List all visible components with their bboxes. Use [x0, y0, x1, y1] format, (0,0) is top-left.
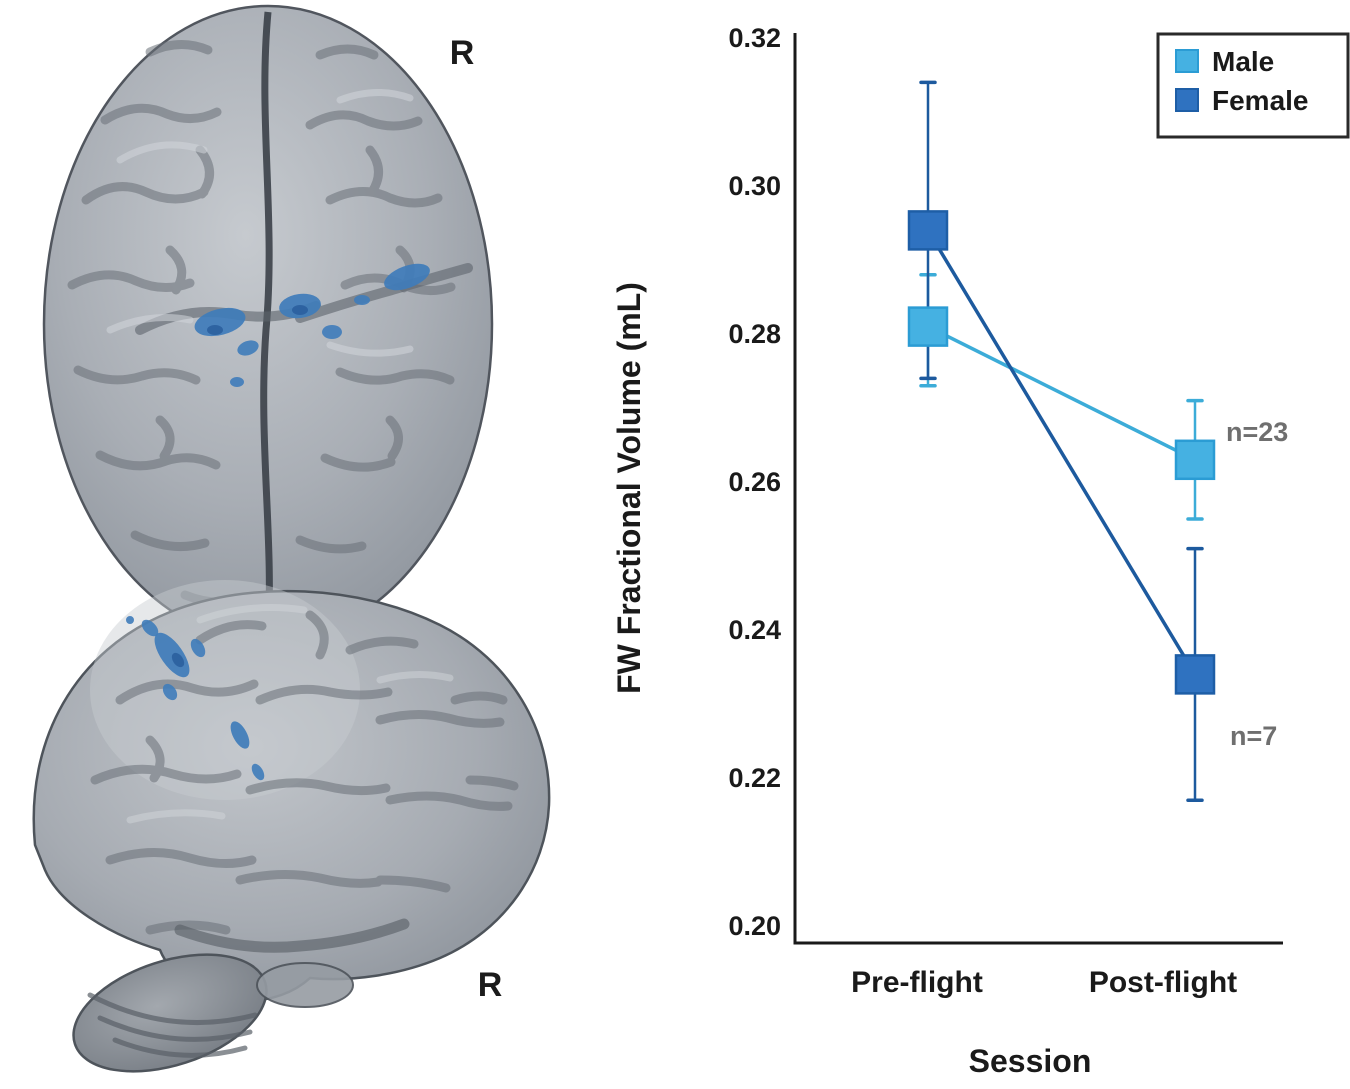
brain-texture-path: [73, 365, 201, 385]
brain-texture-path: [90, 764, 242, 785]
brain-texture-path: [315, 44, 379, 60]
brain-texture-path: [375, 709, 505, 728]
marker-female-pre-flight: [907, 210, 949, 251]
brain-texture-path: [376, 670, 454, 684]
legend-label-female: Female: [1212, 85, 1309, 116]
sample-size-label-female: n=7: [1230, 721, 1277, 751]
brain-texture-path: [305, 610, 329, 660]
brain-texture-path: [365, 145, 383, 197]
fw-cluster: [354, 295, 370, 305]
brain-texture-path: [375, 875, 451, 893]
brain-texture-path: [385, 415, 403, 461]
fw-cluster: [230, 377, 244, 387]
marker-male-pre-flight: [907, 306, 949, 347]
brain-texture-path: [95, 450, 221, 471]
brain-texture-path: [105, 848, 257, 868]
y-tick-label: 0.20: [728, 911, 781, 941]
sample-size-label-male: n=23: [1226, 417, 1288, 447]
y-tick-label: 0.24: [728, 615, 781, 645]
cerebellum-striations: [87, 992, 258, 1058]
fw-clusters-top-view: [194, 263, 430, 387]
x-axis-title: Session: [969, 1043, 1092, 1079]
brain-texture-path: [112, 1037, 248, 1058]
fw-volume-chart: 0.20 0.22 0.24 0.26 0.28 0.30 0.32 Pre-flight Po…: [611, 23, 1350, 1079]
fw-cluster: [384, 263, 430, 291]
brain-texture-path: [145, 920, 231, 935]
brain-highlights: [106, 88, 414, 357]
fw-cluster: [322, 325, 342, 339]
brain-texture-path: [295, 263, 473, 323]
series-line-male: [927, 325, 1196, 462]
fw-cluster: [230, 721, 250, 749]
brain-texture-path: [336, 88, 414, 104]
orientation-label-right-side: R: [478, 966, 503, 1004]
brain-texture-path: [115, 679, 259, 705]
fw-cluster-core: [207, 325, 223, 335]
brain-gyri-texture: [90, 610, 519, 935]
temporal-pole: [256, 962, 354, 1008]
brain-texture-path: [325, 186, 443, 208]
brain-texture-path: [130, 530, 210, 552]
fw-cluster: [237, 340, 259, 356]
y-tick-label: 0.28: [728, 319, 781, 349]
fw-cluster: [190, 638, 206, 658]
fw-cluster: [126, 616, 134, 624]
brain-texture-path: [335, 367, 455, 385]
brain-texture-path: [295, 535, 367, 554]
brain-texture-path: [385, 791, 513, 811]
marker-female-post-flight: [1174, 654, 1216, 695]
brain-texture-path: [195, 145, 214, 199]
brain-top-view: R: [42, 4, 494, 644]
brain-texture-path: [195, 620, 267, 645]
brain-texture-path: [450, 691, 508, 705]
orientation-label-right-top: R: [450, 34, 475, 72]
brain-texture-path: [126, 809, 226, 824]
fw-cluster: [162, 683, 178, 701]
brain-texture-path: [97, 1015, 253, 1042]
brain-texture-path: [100, 103, 222, 125]
y-axis-title: FW Fractional Volume (mL): [611, 282, 647, 694]
y-tick-label: 0.26: [728, 467, 781, 497]
fw-cluster-core: [171, 652, 185, 668]
brain-texture-path: [255, 684, 393, 705]
x-tick-label: Pre-flight: [851, 966, 983, 999]
legend-swatch-female: [1175, 88, 1199, 112]
legend-label-male: Male: [1212, 46, 1274, 77]
axes: [793, 33, 1283, 945]
series-line-female: [926, 229, 1197, 676]
brain-texture-path: [81, 182, 209, 205]
brain-texture-path: [196, 604, 308, 624]
brain-texture-path: [326, 341, 414, 357]
brain-highlights: [126, 604, 454, 824]
brain-texture-path: [345, 636, 419, 655]
brain-texture-path: [87, 992, 258, 1026]
brain-texture-path: [106, 314, 194, 334]
x-tick-label: Post-flight: [1089, 966, 1237, 999]
y-tick-label: 0.22: [728, 763, 781, 793]
sylvian-fissure: [174, 918, 410, 953]
brain-texture-path: [245, 778, 391, 796]
brain-texture-path: [320, 453, 396, 472]
longitudinal-fissure: [260, 11, 273, 635]
brain-texture-path: [155, 415, 175, 461]
brain-texture-path: [145, 40, 213, 57]
brain-side-view: R: [32, 580, 551, 1073]
brain-renders-panel: R: [32, 4, 551, 1073]
brain-texture-path: [465, 775, 519, 791]
fw-clusters-side-view: [126, 616, 265, 781]
y-tick-label: 0.32: [728, 23, 781, 53]
brain-texture-path: [165, 245, 187, 295]
y-tick-label: 0.30: [728, 171, 781, 201]
fw-cluster: [141, 619, 159, 637]
marker-male-post-flight: [1174, 439, 1216, 481]
brain-texture-path: [305, 110, 423, 131]
fw-cluster-core: [292, 305, 308, 315]
legend-swatch-male: [1175, 49, 1199, 73]
brain-texture-path: [145, 735, 165, 783]
brain-texture-path: [116, 141, 208, 164]
fw-cluster: [251, 763, 265, 781]
brain-texture-path: [235, 869, 383, 888]
